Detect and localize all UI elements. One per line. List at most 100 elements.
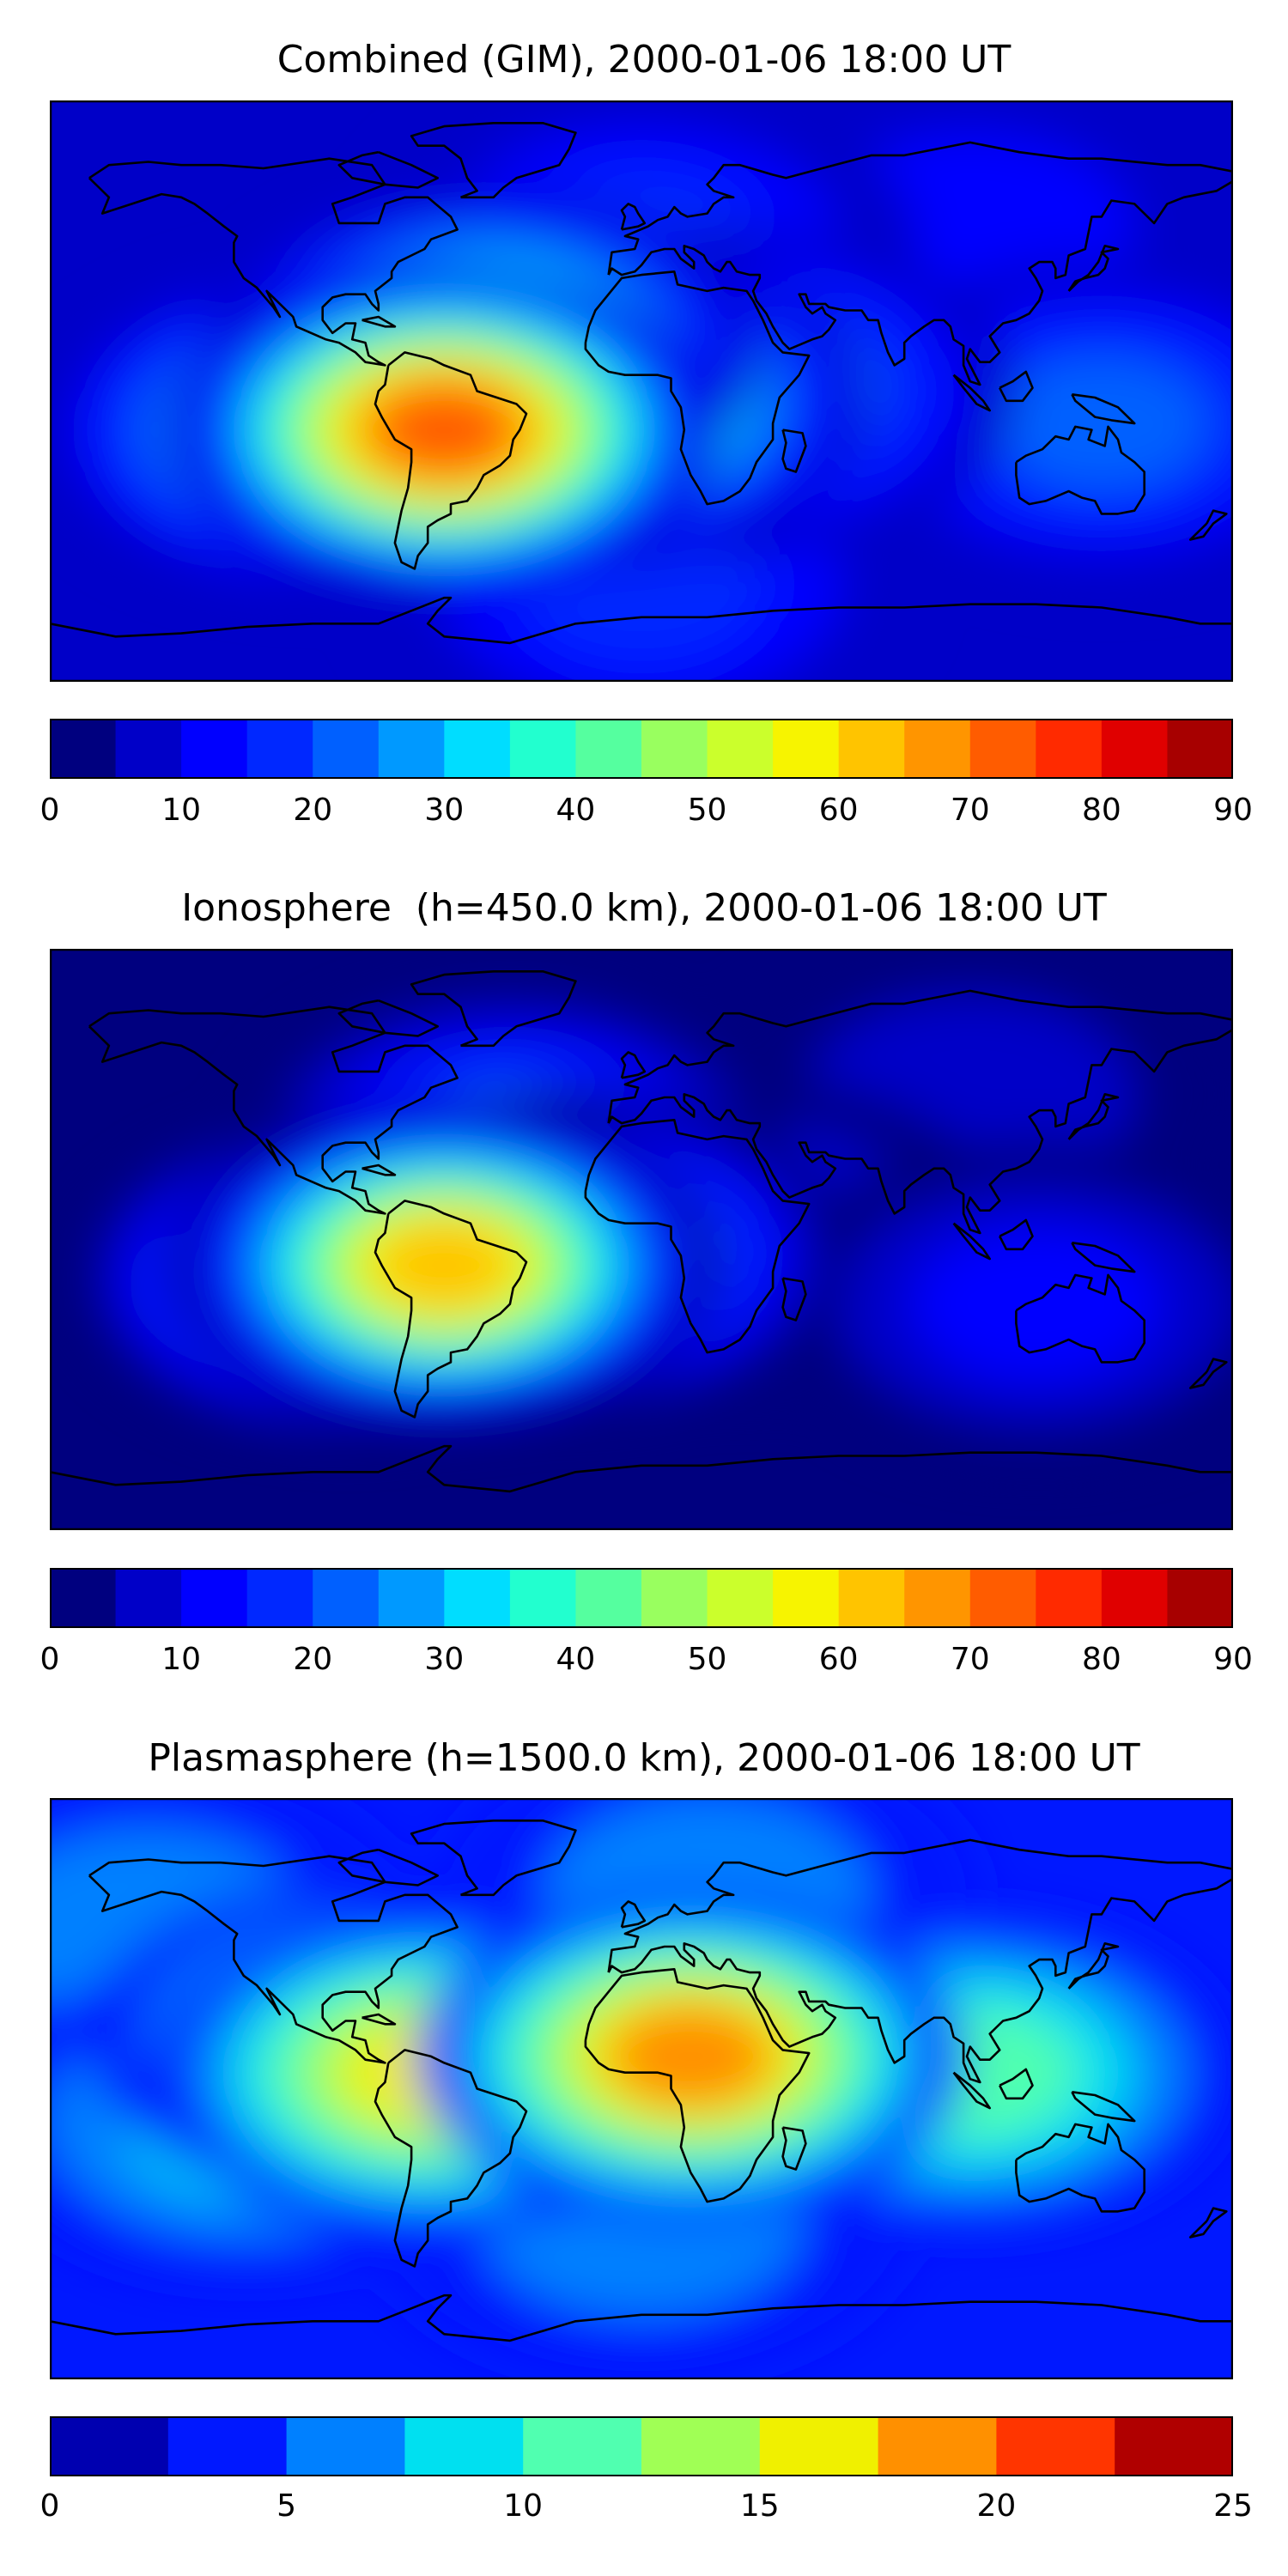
colorbar-segment [444,1568,511,1628]
colorbar-segment [509,1568,577,1628]
coastline [607,141,1233,386]
colorbar-tick-label: 90 [1213,1642,1253,1677]
coastline [620,1051,647,1079]
colorbar-tick-label: 60 [818,793,859,828]
map-frame [50,1798,1233,2379]
colorbar-segment [1167,719,1233,779]
colorbar-tick-label: 15 [739,2488,780,2524]
coastline [1067,1093,1120,1140]
colorbar-tick-label: 70 [950,793,990,828]
colorbar-ticks: 0 10 20 30 40 50 60 70 80 90 [40,1641,1253,1684]
coastline [50,1444,1233,1493]
coastline [620,1900,647,1929]
coastlines [50,122,1233,645]
colorbar-tick-label: 90 [1213,793,1253,828]
colorbar-tick-label: 70 [950,1642,990,1677]
colorbar-tick-label: 80 [1081,1642,1121,1677]
coastline [1067,1942,1120,1990]
coastline [361,1163,397,1176]
coastline [337,150,439,189]
colorbar-tick-label: 0 [39,2488,60,2524]
coastlines [50,970,1233,1493]
map-frame [50,949,1233,1530]
colorbar-segment [313,1568,380,1628]
coastline [1067,245,1120,292]
colorbar-segment [115,719,182,779]
coastline [361,2013,397,2026]
coastline [361,315,397,328]
colorbar-tick-label: 20 [976,2488,1017,2524]
colorbar-segment [1101,719,1169,779]
coastline [50,596,1233,645]
coastline [337,1848,439,1886]
colorbar-ionosphere [50,1568,1233,1628]
colorbar-segment [759,2416,879,2476]
coastline [1188,1358,1228,1389]
field-layer [70,949,1233,1467]
colorbar-segment [181,719,248,779]
colorbar-segment [838,1568,905,1628]
colorbar-tick-label: 80 [1081,793,1121,828]
colorbar-tick-label: 5 [276,2488,297,2524]
coastline [584,270,811,506]
map-frame [50,100,1233,682]
colorbar-segment [996,2416,1115,2476]
colorbar-segment [969,719,1036,779]
colorbar-tick-label: 40 [556,793,596,828]
colorbar-segment [641,719,708,779]
colorbar-segment [707,719,774,779]
colorbar-tick-label: 10 [503,2488,544,2524]
colorbar-frame [50,719,1233,779]
coastline [607,1838,1233,2084]
coastline [1071,393,1136,425]
coastline [952,1222,991,1261]
colorbar-segment [707,1568,774,1628]
map-combined [50,100,1233,682]
colorbar-segment [878,2416,997,2476]
colorbar-frame [50,2416,1233,2476]
coastline [952,374,991,412]
colorbar-ticks: 0 5 10 15 20 25 [40,2488,1253,2530]
map-ionosphere [50,949,1233,1530]
colorbar-segment [50,1568,117,1628]
panel-title: Combined (GIM), 2000-01-06 18:00 UT [276,38,1012,82]
colorbar-segment [1101,1568,1169,1628]
coastline [781,2126,807,2171]
colorbar-segment [904,1568,971,1628]
colorbar-segment [286,2416,405,2476]
coastline [374,351,528,570]
coastline [1188,2207,1228,2239]
coastlines [50,1820,1233,2342]
colorbar-tick-label: 10 [161,1642,202,1677]
coastline [952,2071,991,2110]
coastline [88,1005,459,1215]
colorbar-segment [641,2416,761,2476]
colorbar-tick-label: 10 [161,793,202,828]
field-contour [375,1221,513,1310]
colorbar-tick-label: 40 [556,1642,596,1677]
coastline [781,1277,807,1321]
colorbar-segment [378,719,445,779]
colorbar-tick-label: 60 [818,1642,859,1677]
colorbar-segment [1115,2416,1233,2476]
field-contour [376,386,512,474]
coastline [781,428,807,473]
colorbar-segment [50,719,117,779]
colorbar-tick-label: 30 [424,1642,465,1677]
colorbar-segment [246,719,313,779]
colorbar-segment [181,1568,248,1628]
colorbar-combined [50,719,1233,779]
colorbar-segment [444,719,511,779]
coastline [584,1968,811,2203]
colorbar-segment [641,1568,708,1628]
colorbar-segment [773,719,840,779]
coastline [999,370,1034,403]
colorbar-segment [246,1568,313,1628]
colorbar-segment [509,719,577,779]
coastline [410,122,577,199]
colorbar-ticks: 0 10 20 30 40 50 60 70 80 90 [40,792,1253,835]
coastline [1015,425,1145,515]
field-contour [993,356,1209,490]
coastline [1071,1242,1136,1273]
colorbar-tick-label: 25 [1213,2488,1253,2524]
